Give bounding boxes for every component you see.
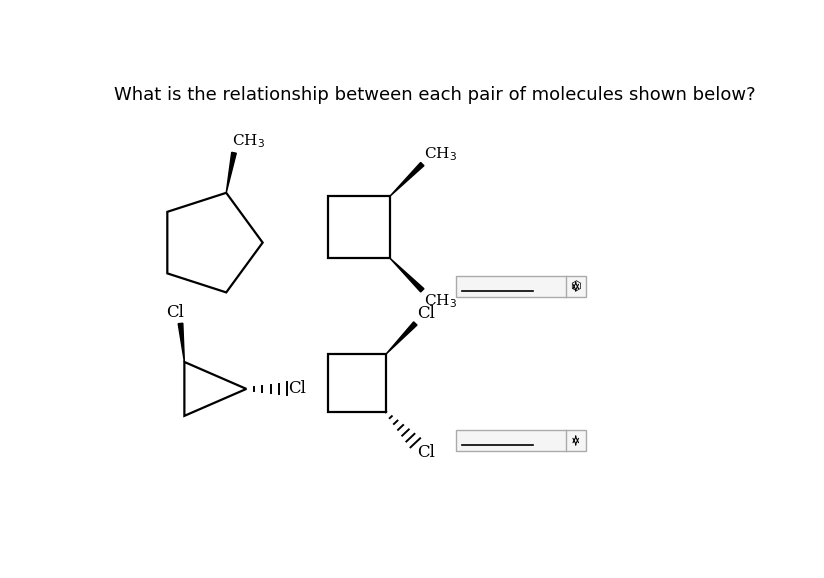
Bar	[328, 354, 386, 412]
Text: Cl: Cl	[417, 305, 435, 322]
Text: CH$_3$: CH$_3$	[232, 132, 265, 150]
Polygon shape	[390, 258, 424, 292]
Text: ⬡: ⬡	[570, 280, 581, 293]
Polygon shape	[386, 322, 417, 354]
Polygon shape	[178, 323, 185, 362]
Bar	[456, 276, 586, 297]
Bar	[456, 429, 586, 451]
Text: Cl: Cl	[166, 304, 185, 321]
Text: CH$_3$: CH$_3$	[424, 145, 456, 162]
Text: CH$_3$: CH$_3$	[424, 292, 456, 310]
Text: Cl: Cl	[288, 380, 306, 398]
Polygon shape	[227, 153, 236, 193]
Polygon shape	[390, 162, 424, 197]
Text: What is the relationship between each pair of molecules shown below?: What is the relationship between each pa…	[114, 86, 756, 104]
Text: Cl: Cl	[417, 444, 435, 461]
Bar	[328, 197, 390, 258]
